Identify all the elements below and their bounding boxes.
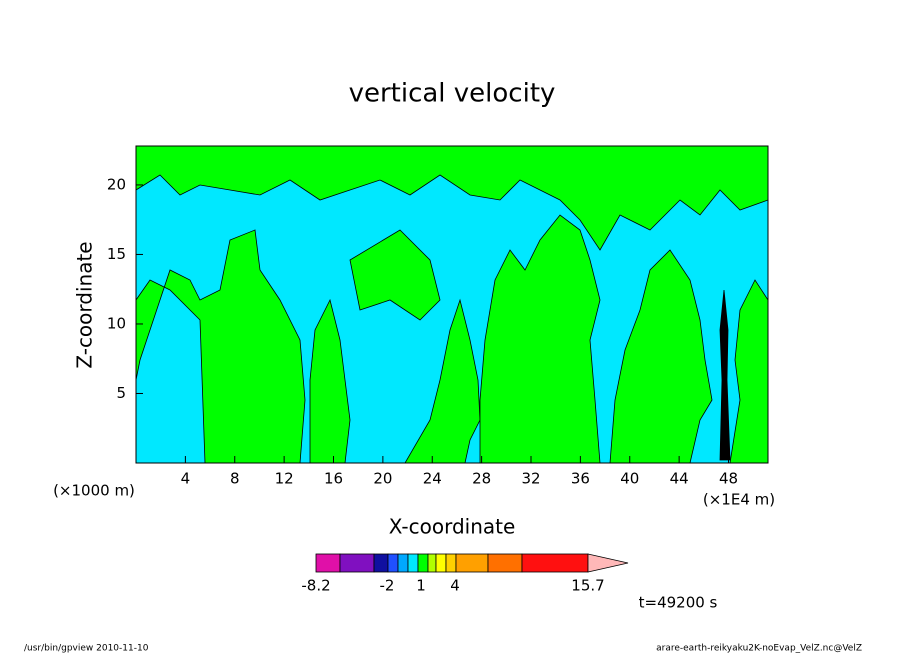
colorbar-segment [387,553,399,573]
footer-left: /usr/bin/gpview 2010-11-10 [24,644,149,654]
colorbar-segment [435,553,447,573]
colorbar-segment [445,553,457,573]
x-axis-label: X-coordinate [389,515,516,539]
colorbar-tick-label: 1 [416,577,426,595]
chart-title: vertical velocity [349,79,556,109]
colorbar-segment [407,553,419,573]
x-tick-label: 44 [670,470,689,488]
colorbar-arrow [587,553,629,573]
y-axis-label: Z-coordinate [73,241,97,368]
x-unit-label: (×1000 m) [53,482,135,500]
y-tick-label: 5 [116,384,126,402]
x-tick-label: 40 [620,470,639,488]
colorbar-segment [417,553,429,573]
contour-field [136,146,768,463]
x-tick-label: 32 [521,470,540,488]
colorbar-tick-label: 15.7 [571,577,604,595]
colorbar-tick-label: -8.2 [301,577,330,595]
x-tick-label: 20 [373,470,392,488]
plot-frame [135,145,769,464]
colorbar-segment [397,553,409,573]
x-tick-label: 8 [230,470,240,488]
colorbar-tick-label: 4 [450,577,460,595]
x-tick-label: 36 [571,470,590,488]
x-tick-label: 4 [181,470,191,488]
x-tick-label: 28 [472,470,491,488]
y-tick-label: 10 [107,314,126,332]
x-tick-label: 16 [324,470,343,488]
colorbar-tick-label: -2 [380,577,395,595]
footer-right: arare-earth-reikyaku2K-noEvap_VelZ.nc@Ve… [656,644,862,654]
x-tick-label: 48 [719,470,738,488]
y-tick-label: 20 [107,175,126,193]
colorbar-segment [521,553,589,573]
colorbar-segment [487,553,523,573]
x-unit-label: (×1E4 m) [703,491,775,509]
colorbar-segment [455,553,489,573]
x-tick-label: 12 [275,470,294,488]
time-label: t=49200 s [639,594,718,612]
colorbar-segment [315,553,341,573]
colorbar-segment [373,553,389,573]
colorbar-segment [427,553,437,573]
colorbar-segment [339,553,375,573]
x-tick-label: 24 [423,470,442,488]
y-tick-label: 15 [107,245,126,263]
